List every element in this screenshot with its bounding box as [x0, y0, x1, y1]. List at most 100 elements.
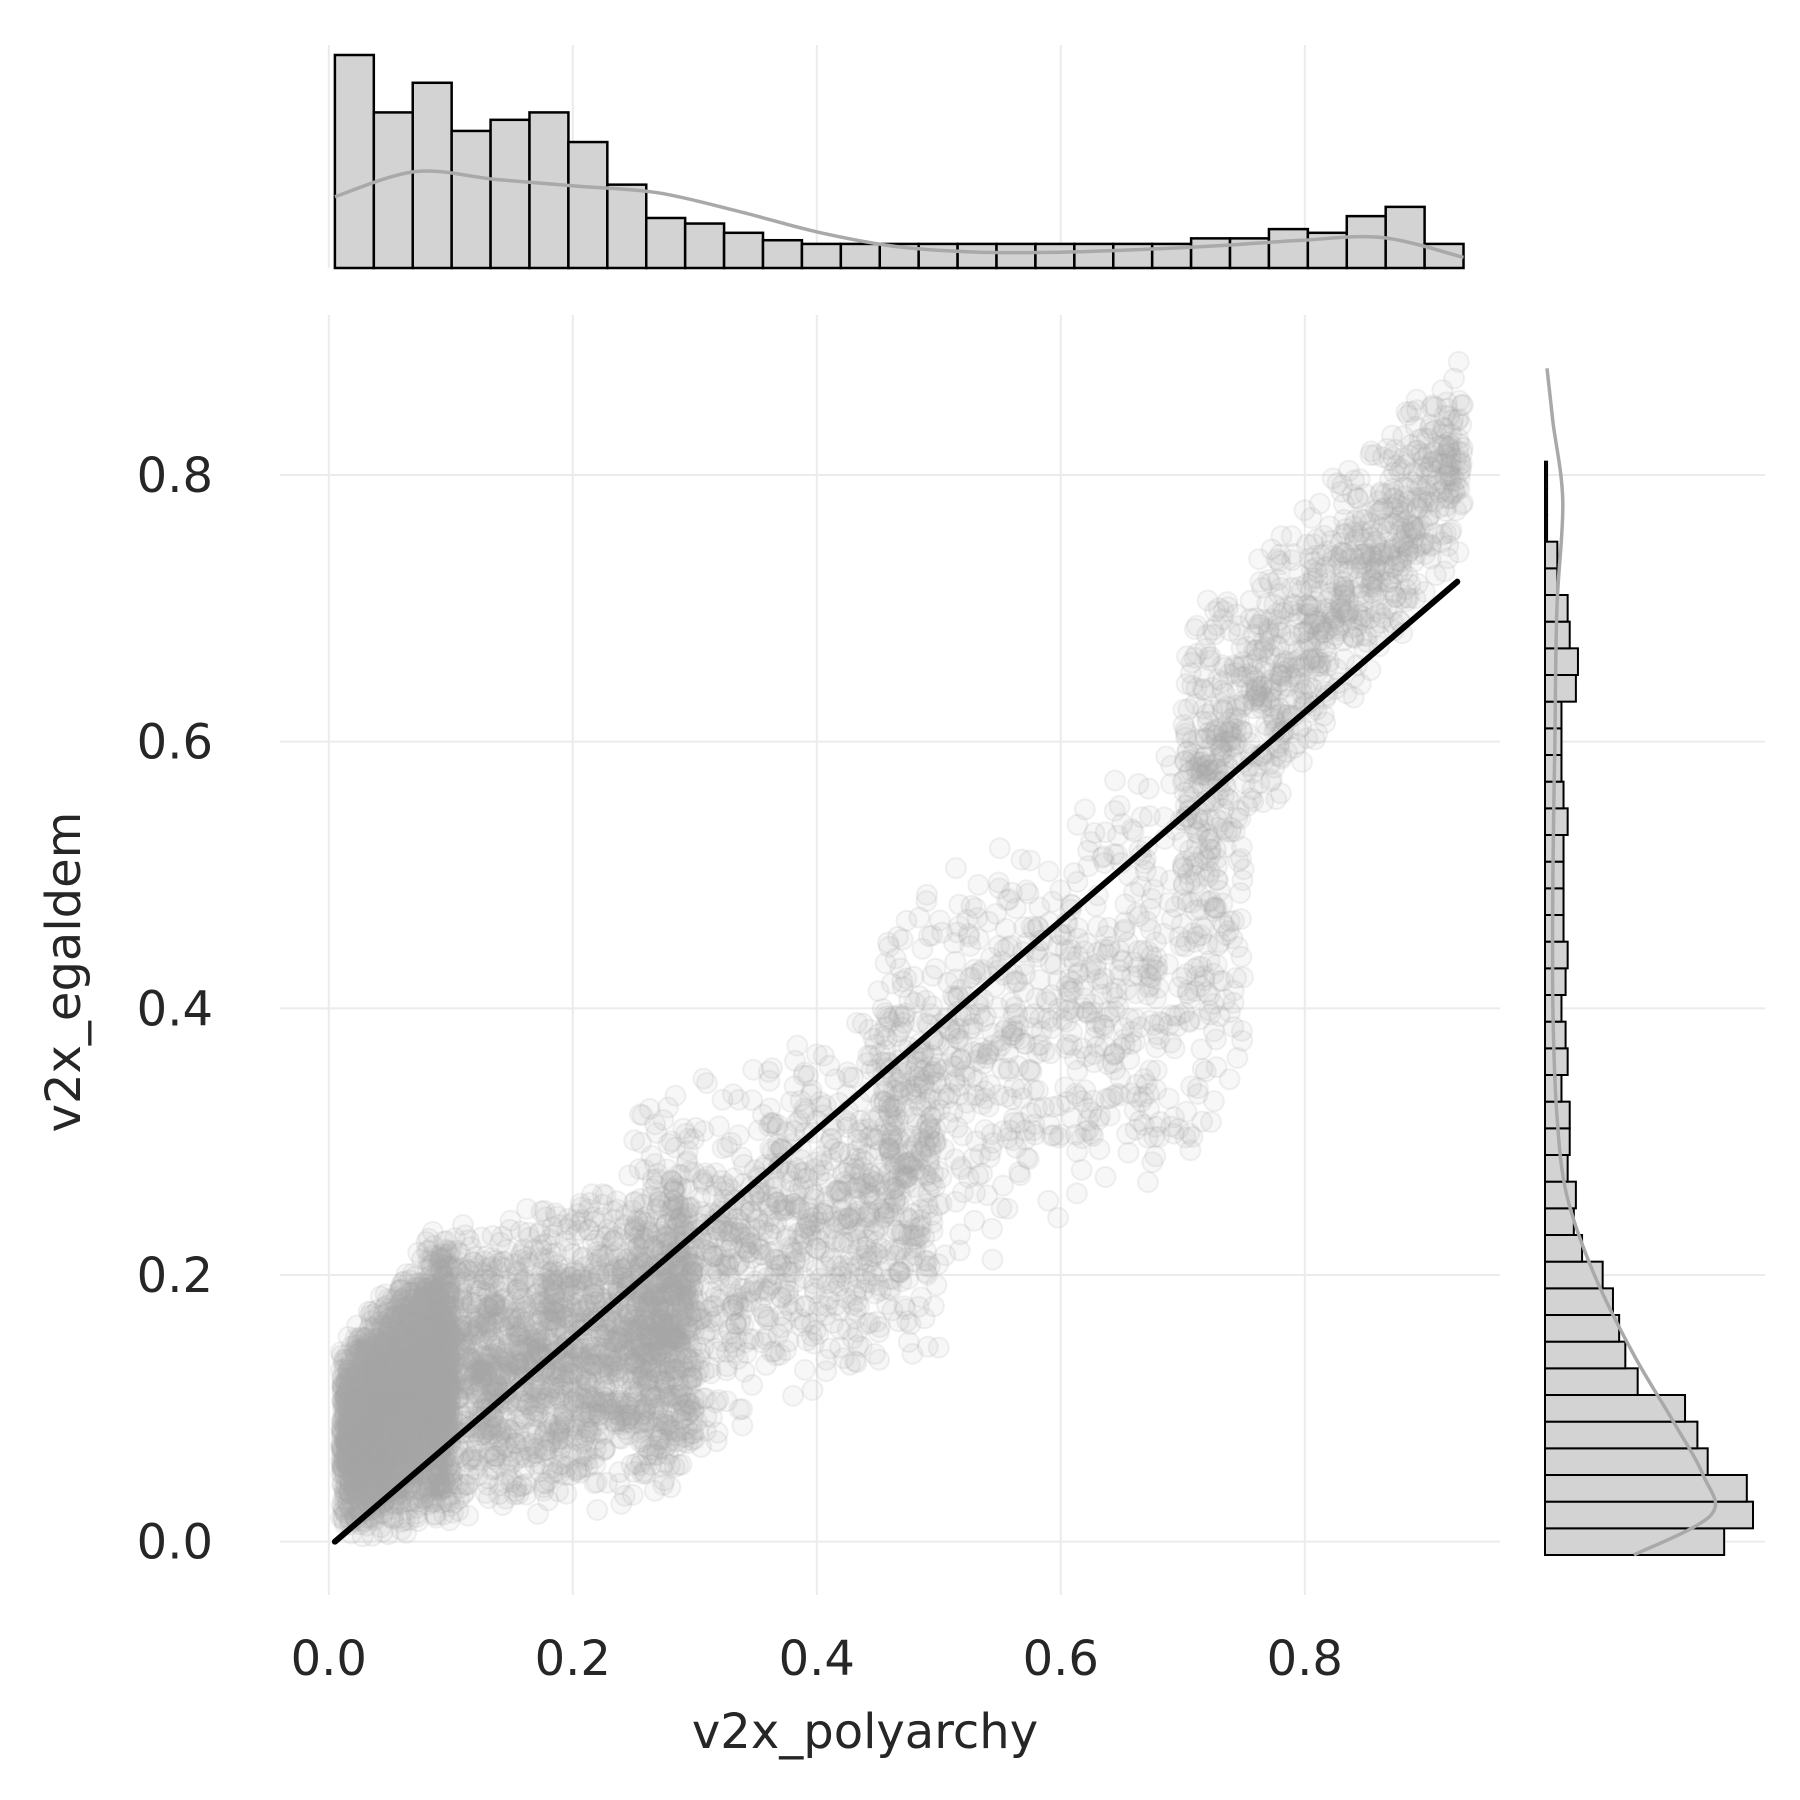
scatter-point — [351, 1326, 374, 1349]
scatter-point — [541, 1250, 564, 1273]
scatter-point — [429, 1358, 452, 1381]
scatter-point — [393, 1319, 416, 1342]
scatter-point — [389, 1489, 412, 1512]
scatter-point — [386, 1286, 409, 1309]
scatter-point — [348, 1397, 371, 1420]
scatter-point — [409, 1339, 432, 1362]
scatter-point — [341, 1335, 364, 1358]
scatter-point — [392, 1362, 415, 1385]
scatter-point — [350, 1400, 373, 1423]
scatter-point — [382, 1458, 405, 1481]
scatter-point — [404, 1407, 427, 1430]
scatter-point — [364, 1381, 387, 1404]
scatter-point — [384, 1304, 407, 1327]
scatter-point — [385, 1435, 408, 1458]
scatter-point — [401, 1369, 423, 1392]
scatter-point — [424, 1318, 447, 1341]
scatter-point — [436, 1412, 459, 1435]
scatter-point — [435, 1379, 458, 1402]
scatter-point — [380, 1341, 403, 1364]
scatter-point — [397, 1423, 420, 1446]
scatter-point — [541, 1274, 564, 1297]
scatter-point — [388, 1452, 411, 1475]
scatter-point — [591, 1243, 614, 1266]
scatter-point — [434, 1365, 457, 1388]
scatter-point — [408, 1292, 431, 1314]
scatter-point — [353, 1362, 376, 1385]
scatter-point — [346, 1362, 369, 1385]
scatter-point — [335, 1394, 358, 1417]
scatter-point — [473, 1268, 496, 1291]
scatter-point — [425, 1324, 448, 1347]
scatter-point — [354, 1433, 377, 1456]
scatter-point — [423, 1419, 446, 1442]
scatter-point — [402, 1395, 424, 1418]
scatter-point — [782, 1384, 805, 1407]
scatter-point — [421, 1382, 444, 1405]
scatter-point — [379, 1506, 402, 1529]
scatter-point — [386, 1366, 409, 1389]
scatter-point — [427, 1471, 450, 1494]
scatter-point — [359, 1422, 382, 1445]
scatter-point — [400, 1377, 423, 1400]
scatter-point — [381, 1338, 404, 1361]
scatter-point — [368, 1450, 391, 1473]
scatter-point — [345, 1381, 368, 1404]
scatter-point — [414, 1358, 437, 1381]
scatter-point — [592, 1386, 615, 1409]
scatter-point — [399, 1381, 422, 1403]
scatter-point — [404, 1416, 427, 1439]
scatter-point — [437, 1340, 460, 1363]
scatter-point — [347, 1327, 370, 1350]
scatter-point — [378, 1467, 401, 1490]
scatter-point — [394, 1382, 417, 1405]
scatter-point — [603, 1350, 626, 1373]
scatter-point — [334, 1386, 357, 1408]
scatter-point — [405, 1286, 428, 1309]
scatter-point — [600, 1330, 622, 1353]
scatter-point — [344, 1462, 367, 1485]
scatter-point — [384, 1414, 407, 1436]
scatter-point — [562, 1394, 585, 1417]
scatter-point — [438, 1345, 461, 1368]
scatter-point — [344, 1479, 367, 1502]
scatter-point — [393, 1410, 416, 1433]
scatter-point — [548, 1421, 571, 1444]
scatter-point — [331, 1411, 354, 1434]
scatter-point — [438, 1464, 461, 1486]
scatter-point — [439, 1360, 461, 1383]
scatter-point — [373, 1319, 395, 1342]
scatter-point — [414, 1292, 437, 1315]
scatter-point — [406, 1319, 428, 1342]
scatter-point — [380, 1389, 403, 1412]
scatter-point — [330, 1410, 353, 1432]
scatter-point — [354, 1385, 377, 1408]
scatter-point — [363, 1360, 386, 1383]
scatter-point — [330, 1425, 353, 1448]
scatter-point — [458, 1303, 481, 1325]
scatter-point — [417, 1493, 440, 1516]
scatter-point — [380, 1416, 403, 1439]
scatter-point — [741, 1374, 764, 1396]
scatter-point — [437, 1357, 459, 1380]
scatter-point — [396, 1317, 419, 1340]
scatter-point — [436, 1395, 458, 1418]
scatter-point — [418, 1486, 441, 1509]
scatter-point — [389, 1401, 412, 1424]
scatter-point — [393, 1383, 416, 1406]
scatter-point — [345, 1416, 368, 1439]
scatter-point — [347, 1342, 370, 1365]
scatter-point — [381, 1497, 404, 1520]
scatter-point — [401, 1400, 424, 1423]
scatter-point — [356, 1370, 379, 1393]
scatter-point — [350, 1380, 373, 1403]
scatter-point — [407, 1392, 430, 1415]
scatter-point — [419, 1340, 442, 1363]
scatter-point — [398, 1363, 421, 1386]
scatter-point — [414, 1486, 437, 1509]
scatter-point — [424, 1334, 447, 1357]
scatter-point — [381, 1403, 404, 1426]
scatter-point — [330, 1494, 353, 1517]
scatter-point — [351, 1404, 374, 1426]
scatter-point — [351, 1439, 374, 1462]
